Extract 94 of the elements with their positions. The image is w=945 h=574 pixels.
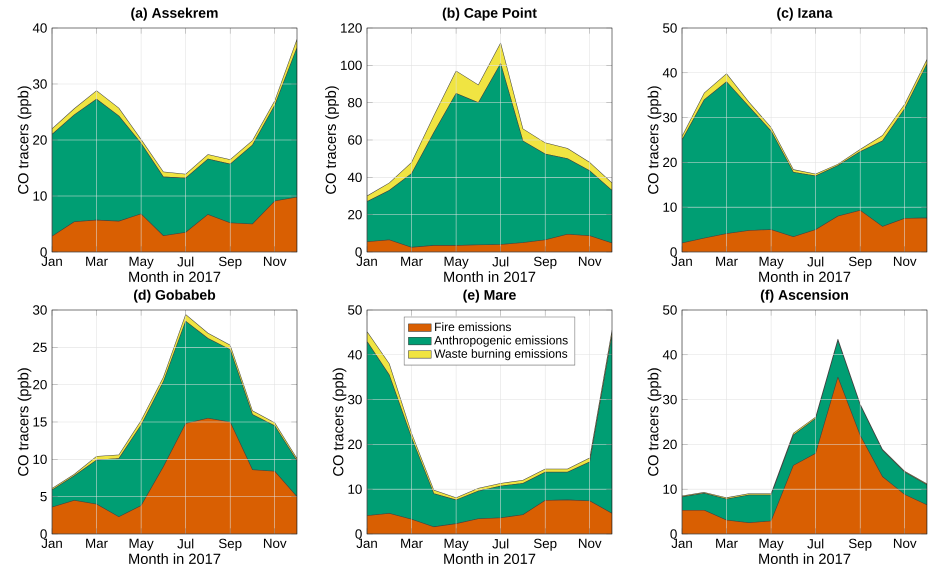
x-tick-label: May <box>760 538 784 551</box>
chart-title: (e) Mare <box>463 290 516 303</box>
y-tick-label: 50 <box>663 305 677 315</box>
x-tick-label: Mar <box>86 538 108 548</box>
x-tick-label: Mar <box>716 256 738 266</box>
x-tick-label: Sep <box>848 256 872 269</box>
y-tick-label: 10 <box>33 454 47 464</box>
x-axis-title: Month in 2017 <box>129 271 220 282</box>
x-tick-label: Sep <box>534 256 556 269</box>
x-tick-label: Mar <box>716 538 738 548</box>
chart-title: (b) Cape Point <box>442 8 537 21</box>
y-tick-label: 120 <box>341 23 362 33</box>
x-tick-label: Nov <box>264 256 287 266</box>
x-tick-label: Mar <box>401 256 423 266</box>
x-tick-label: Jul <box>177 538 194 548</box>
x-tick-label: Jul <box>807 256 824 266</box>
y-tick-label: 0 <box>355 247 362 257</box>
y-tick-label: 40 <box>32 23 47 33</box>
y-tick-label: 50 <box>348 305 362 315</box>
x-tick-label: Nov <box>894 538 917 548</box>
y-axis-title: CO tracers (ppb) <box>325 86 339 194</box>
x-tick-label: Nov <box>894 256 917 266</box>
y-tick-label: 30 <box>662 394 677 404</box>
y-tick-label: 0 <box>355 529 362 539</box>
x-tick-label: Sep <box>534 538 556 551</box>
x-tick-label: Nov <box>578 538 602 548</box>
y-tick-label: 40 <box>348 172 362 182</box>
chart-title: (a) Assekrem <box>131 8 218 21</box>
x-tick-label: May <box>444 538 469 551</box>
x-tick-label: Jul <box>492 256 508 266</box>
y-axis-title: CO tracers (ppb) <box>18 86 32 194</box>
y-axis-title: CO tracers (ppb) <box>332 368 346 476</box>
y-tick-label: 60 <box>348 135 362 145</box>
x-tick-label: Nov <box>264 538 287 548</box>
y-tick-label: 10 <box>663 484 677 494</box>
x-tick-label: Sep <box>848 538 872 551</box>
x-tick-label: Sep <box>218 538 242 551</box>
x-tick-label: Jan <box>671 538 692 548</box>
y-tick-label: 30 <box>662 112 677 122</box>
y-tick-label: 80 <box>348 98 362 108</box>
x-axis-title: Month in 2017 <box>129 553 220 564</box>
y-tick-label: 20 <box>348 210 362 220</box>
y-tick-label: 30 <box>32 79 47 89</box>
y-axis-title: CO tracers (ppb) <box>18 368 32 476</box>
x-tick-label: Jan <box>41 538 62 548</box>
x-tick-label: Sep <box>218 256 242 269</box>
x-axis-title: Month in 2017 <box>444 271 536 282</box>
y-tick-label: 40 <box>662 68 677 78</box>
x-tick-label: May <box>444 256 469 269</box>
legend-label: Fire emissions <box>435 322 512 332</box>
y-tick-label: 10 <box>663 202 677 212</box>
y-tick-label: 50 <box>663 23 677 33</box>
x-tick-label: Jan <box>356 538 377 548</box>
y-tick-label: 20 <box>663 440 677 450</box>
y-axis-title: CO tracers (ppb) <box>648 86 662 194</box>
x-tick-label: Jul <box>177 256 194 266</box>
legend-label: Waste burning emissions <box>434 349 568 360</box>
x-tick-label: Nov <box>578 256 602 266</box>
x-tick-label: May <box>130 538 154 551</box>
y-tick-label: 10 <box>33 191 47 201</box>
chart-title: (f) Ascension <box>760 290 848 303</box>
x-tick-label: Jan <box>356 256 377 266</box>
y-tick-label: 10 <box>348 484 362 494</box>
y-tick-label: 5 <box>40 492 47 502</box>
y-tick-label: 30 <box>348 394 362 404</box>
x-tick-label: Jan <box>671 256 692 266</box>
x-axis-title: Month in 2017 <box>444 553 536 564</box>
chart-title: (c) Izana <box>777 8 833 21</box>
x-tick-label: Jul <box>492 538 508 548</box>
y-tick-label: 0 <box>670 247 677 257</box>
x-axis-title: Month in 2017 <box>759 553 850 564</box>
chart-title: (d) Gobabeb <box>134 290 216 303</box>
y-tick-label: 40 <box>348 350 362 360</box>
x-tick-label: May <box>760 256 784 269</box>
y-tick-label: 0 <box>670 529 677 539</box>
y-tick-label: 30 <box>32 305 47 315</box>
y-tick-label: 20 <box>663 158 677 168</box>
y-tick-label: 20 <box>348 440 362 450</box>
x-tick-label: Mar <box>401 538 423 548</box>
x-tick-label: Mar <box>86 256 108 266</box>
x-axis-title: Month in 2017 <box>759 271 850 282</box>
x-tick-label: Jul <box>807 538 824 548</box>
x-tick-label: Jan <box>41 256 62 266</box>
y-tick-label: 20 <box>33 380 47 390</box>
legend-label: Anthropogenic emissions <box>434 336 568 347</box>
y-tick-label: 20 <box>33 135 47 145</box>
y-axis-title: CO tracers (ppb) <box>648 368 662 476</box>
y-tick-label: 25 <box>33 342 47 352</box>
y-tick-label: 0 <box>40 247 47 257</box>
x-tick-label: May <box>130 256 154 269</box>
y-tick-label: 0 <box>40 529 47 539</box>
y-tick-label: 100 <box>341 60 362 70</box>
y-tick-label: 15 <box>33 417 47 427</box>
y-tick-label: 40 <box>662 350 677 360</box>
